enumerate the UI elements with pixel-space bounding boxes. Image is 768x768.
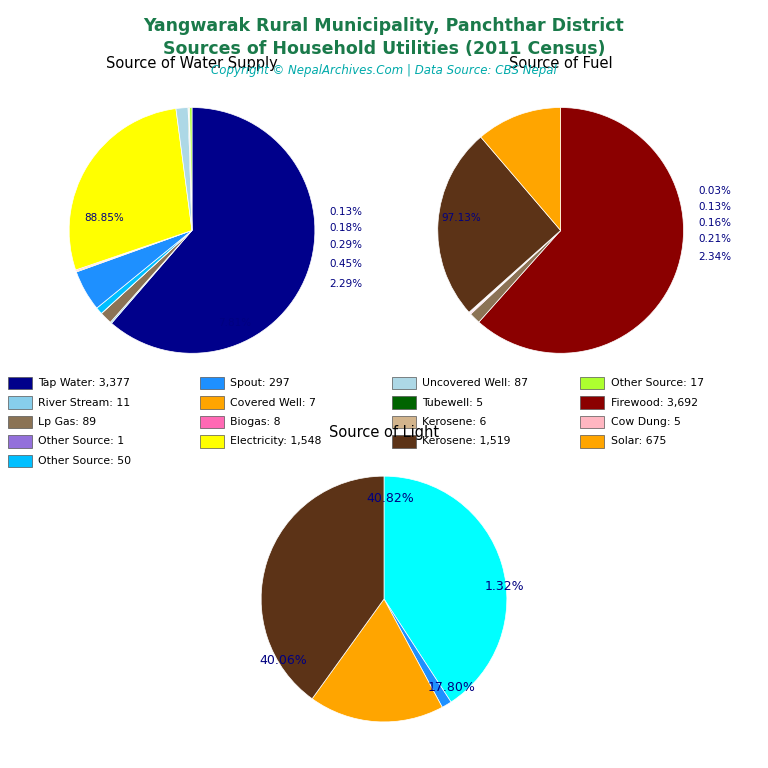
Bar xyxy=(580,396,604,409)
Text: Tubewell: 5: Tubewell: 5 xyxy=(422,398,484,408)
Wedge shape xyxy=(469,230,561,313)
Wedge shape xyxy=(384,599,451,707)
Wedge shape xyxy=(176,108,192,230)
Text: 40.06%: 40.06% xyxy=(260,654,307,667)
Text: 17.80%: 17.80% xyxy=(428,681,475,694)
Text: Uncovered Well: 87: Uncovered Well: 87 xyxy=(422,378,528,388)
Text: Solar: 675: Solar: 675 xyxy=(611,436,666,446)
Bar xyxy=(200,415,224,428)
Text: River Stream: 11: River Stream: 11 xyxy=(38,398,131,408)
Text: 40.82%: 40.82% xyxy=(366,492,414,505)
Wedge shape xyxy=(384,476,507,702)
Text: Other Source: 17: Other Source: 17 xyxy=(611,378,703,388)
Bar xyxy=(392,435,416,448)
Wedge shape xyxy=(188,108,192,230)
Text: 0.18%: 0.18% xyxy=(329,223,362,233)
Bar xyxy=(200,377,224,389)
Text: 0.16%: 0.16% xyxy=(698,218,731,228)
Text: 0.45%: 0.45% xyxy=(329,259,362,269)
Text: 0.13%: 0.13% xyxy=(329,207,362,217)
Text: 97.13%: 97.13% xyxy=(441,213,481,223)
Wedge shape xyxy=(470,230,561,314)
Text: 2.29%: 2.29% xyxy=(329,280,362,290)
Wedge shape xyxy=(111,230,192,323)
Text: Kerosene: 6: Kerosene: 6 xyxy=(422,417,487,427)
Wedge shape xyxy=(69,108,192,270)
Wedge shape xyxy=(478,108,684,353)
Text: 88.85%: 88.85% xyxy=(84,213,124,223)
Wedge shape xyxy=(469,230,561,313)
Bar xyxy=(200,435,224,448)
Bar xyxy=(8,377,32,389)
Wedge shape xyxy=(101,230,192,313)
Text: Yangwarak Rural Municipality, Panchthar District: Yangwarak Rural Municipality, Panchthar … xyxy=(144,17,624,35)
Text: Firewood: 3,692: Firewood: 3,692 xyxy=(611,398,697,408)
Text: 0.03%: 0.03% xyxy=(698,186,731,196)
Text: Electricity: 1,548: Electricity: 1,548 xyxy=(230,436,322,446)
Wedge shape xyxy=(190,108,192,230)
Title: Source of Water Supply: Source of Water Supply xyxy=(106,57,278,71)
Bar xyxy=(392,415,416,428)
Text: Spout: 297: Spout: 297 xyxy=(230,378,290,388)
Text: Copyright © NepalArchives.Com | Data Source: CBS Nepal: Copyright © NepalArchives.Com | Data Sou… xyxy=(211,64,557,77)
Bar xyxy=(8,415,32,428)
Wedge shape xyxy=(261,476,384,699)
Text: Covered Well: 7: Covered Well: 7 xyxy=(230,398,316,408)
Text: Tap Water: 3,377: Tap Water: 3,377 xyxy=(38,378,131,388)
Text: Other Source: 1: Other Source: 1 xyxy=(38,436,124,446)
Text: 7.81%: 7.81% xyxy=(218,317,252,328)
Text: 2.34%: 2.34% xyxy=(698,253,731,263)
Title: Source of Fuel: Source of Fuel xyxy=(509,57,612,71)
Text: Kerosene: 1,519: Kerosene: 1,519 xyxy=(422,436,511,446)
Bar xyxy=(392,377,416,389)
Bar xyxy=(580,377,604,389)
Text: Other Source: 50: Other Source: 50 xyxy=(38,455,131,466)
Wedge shape xyxy=(471,230,561,322)
Bar xyxy=(580,435,604,448)
Text: 0.29%: 0.29% xyxy=(329,240,362,250)
Wedge shape xyxy=(97,230,192,313)
Text: Lp Gas: 89: Lp Gas: 89 xyxy=(38,417,97,427)
Bar xyxy=(8,455,32,467)
Wedge shape xyxy=(189,108,192,230)
Text: 0.13%: 0.13% xyxy=(698,202,731,212)
Text: Sources of Household Utilities (2011 Census): Sources of Household Utilities (2011 Cen… xyxy=(163,40,605,58)
Bar xyxy=(392,396,416,409)
Text: Cow Dung: 5: Cow Dung: 5 xyxy=(611,417,680,427)
Wedge shape xyxy=(76,230,192,271)
Wedge shape xyxy=(76,230,192,308)
Text: Biogas: 8: Biogas: 8 xyxy=(230,417,281,427)
Text: 0.21%: 0.21% xyxy=(698,234,731,244)
Bar xyxy=(8,435,32,448)
Wedge shape xyxy=(481,108,561,230)
Wedge shape xyxy=(312,599,442,722)
Bar xyxy=(200,396,224,409)
Wedge shape xyxy=(438,137,561,313)
Bar xyxy=(580,415,604,428)
Wedge shape xyxy=(76,230,192,272)
Wedge shape xyxy=(101,230,192,323)
Text: 1.32%: 1.32% xyxy=(485,581,525,593)
Wedge shape xyxy=(111,108,315,353)
Bar xyxy=(8,396,32,409)
Title: Source of Light: Source of Light xyxy=(329,425,439,440)
